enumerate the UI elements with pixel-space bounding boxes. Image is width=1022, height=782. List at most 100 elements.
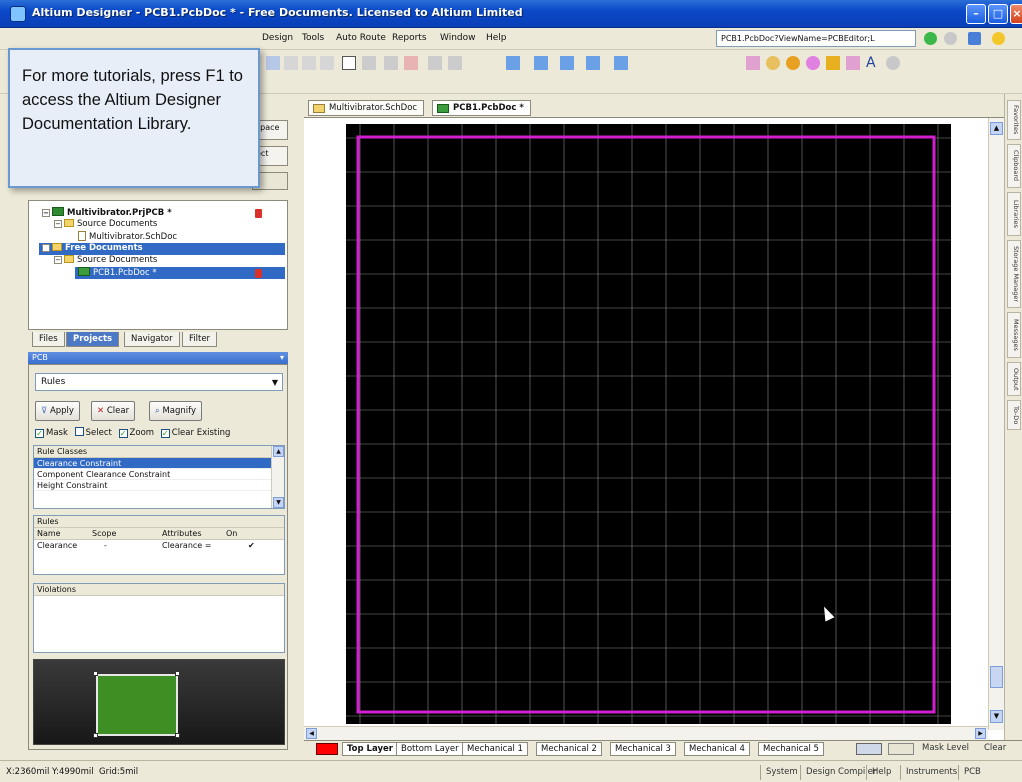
menu-reports[interactable]: Reports: [392, 33, 427, 43]
nav-forward-icon[interactable]: [924, 32, 937, 45]
layer-tab-mech4[interactable]: Mechanical 4: [684, 742, 750, 756]
layer-tab-mech2[interactable]: Mechanical 2: [536, 742, 602, 756]
tree-item-schdoc[interactable]: Multivibrator.SchDoc: [75, 231, 180, 243]
magnify-button[interactable]: ⌕ Magnify: [149, 401, 203, 421]
via-icon[interactable]: [786, 56, 800, 70]
rule-classes-scrollbar[interactable]: ▲ ▼: [271, 446, 284, 508]
move-icon[interactable]: [362, 56, 376, 70]
interactive-route-icon[interactable]: [746, 56, 760, 70]
mode-select[interactable]: Rules ▼: [35, 373, 283, 391]
layer-sets-icon[interactable]: [856, 743, 882, 755]
instruments-button[interactable]: Instruments: [900, 765, 962, 780]
scroll-down-icon[interactable]: ▼: [273, 497, 284, 508]
wiring-tool-icon[interactable]: [506, 56, 520, 70]
deselect-icon[interactable]: [384, 56, 398, 70]
layer-tab-mech1[interactable]: Mechanical 1: [462, 742, 528, 756]
tab-favorites[interactable]: Favorites: [1007, 100, 1021, 140]
chevron-down-icon[interactable]: ▾: [279, 353, 284, 362]
tree-item-source-documents[interactable]: − Source Documents: [54, 219, 158, 229]
favorites-star-icon[interactable]: [992, 32, 1005, 45]
component-icon[interactable]: [886, 56, 900, 70]
clear-existing-checkbox[interactable]: ✓: [160, 429, 170, 438]
tree-item-pcb1-pcbdoc[interactable]: PCB1.PcbDoc *: [75, 267, 285, 279]
mask-level-button[interactable]: Mask Level: [922, 743, 970, 753]
scroll-down-icon[interactable]: ▼: [990, 710, 1003, 723]
column-attributes[interactable]: Attributes: [162, 529, 202, 538]
snap-icon[interactable]: [888, 743, 914, 755]
place-icon[interactable]: [534, 56, 548, 70]
clear-button[interactable]: ✕ Clear: [91, 401, 136, 421]
column-name[interactable]: Name: [37, 529, 61, 538]
tree-item-free-source-documents[interactable]: − Source Documents: [54, 255, 158, 265]
minimap-handle[interactable]: [175, 671, 180, 676]
pcb-button[interactable]: PCB: [958, 765, 986, 780]
tab-projects[interactable]: Projects: [66, 332, 120, 347]
tab-messages[interactable]: Messages: [1007, 312, 1021, 358]
collapse-icon[interactable]: −: [42, 244, 50, 252]
undo-icon[interactable]: [428, 56, 442, 70]
doc-tab-schdoc[interactable]: Multivibrator.SchDoc: [308, 100, 425, 116]
tab-todo[interactable]: To-Do: [1007, 400, 1021, 430]
scroll-right-icon[interactable]: ▶: [975, 728, 986, 739]
tab-clipboard[interactable]: Clipboard: [1007, 144, 1021, 188]
tab-storage-manager[interactable]: Storage Manager: [1007, 240, 1021, 308]
scroll-up-icon[interactable]: ▲: [990, 122, 1003, 135]
tab-filter[interactable]: Filter: [182, 332, 218, 347]
help-button[interactable]: Help: [866, 765, 896, 780]
scroll-left-icon[interactable]: ◀: [306, 728, 317, 739]
layer-tab-bottom[interactable]: Bottom Layer: [396, 742, 464, 756]
pcb-panel-header[interactable]: PCB ▾: [28, 352, 288, 364]
view-name-field[interactable]: PCB1.PcbDoc?ViewName=PCBEditor;L: [716, 30, 916, 47]
menu-auto-route[interactable]: Auto Route: [336, 33, 386, 43]
zoom-checkbox[interactable]: ✓: [118, 429, 128, 438]
maximize-button[interactable]: □: [988, 4, 1008, 24]
room-icon[interactable]: [614, 56, 628, 70]
board-outline[interactable]: [356, 135, 936, 714]
copy-icon[interactable]: [284, 56, 298, 70]
rule-class-item[interactable]: Component Clearance Constraint: [34, 469, 284, 480]
menu-tools[interactable]: Tools: [302, 33, 325, 43]
collapse-icon[interactable]: −: [54, 220, 62, 228]
tab-navigator[interactable]: Navigator: [124, 332, 180, 347]
paste-icon[interactable]: [302, 56, 316, 70]
arc-icon[interactable]: [806, 56, 820, 70]
menu-help[interactable]: Help: [486, 33, 507, 43]
canvas-vertical-scrollbar[interactable]: ▲ ▼: [988, 118, 1004, 730]
layer-tab-mech5[interactable]: Mechanical 5: [758, 742, 824, 756]
cut-icon[interactable]: [266, 56, 280, 70]
column-scope[interactable]: Scope: [92, 529, 117, 538]
rule-class-item[interactable]: Height Constraint: [34, 480, 284, 491]
column-on[interactable]: On: [226, 529, 238, 538]
polygon-icon[interactable]: [846, 56, 860, 70]
system-button[interactable]: System: [760, 765, 803, 780]
tab-output[interactable]: Output: [1007, 362, 1021, 396]
clear-filter-icon[interactable]: [404, 56, 418, 70]
minimap-handle[interactable]: [93, 733, 98, 738]
scroll-up-icon[interactable]: ▲: [273, 446, 284, 457]
scroll-thumb[interactable]: [990, 666, 1003, 688]
fill-icon[interactable]: [826, 56, 840, 70]
tab-files[interactable]: Files: [32, 332, 65, 347]
align-icon[interactable]: [560, 56, 574, 70]
collapse-icon[interactable]: −: [54, 256, 62, 264]
layer-tab-mech3[interactable]: Mechanical 3: [610, 742, 676, 756]
tab-libraries[interactable]: Libraries: [1007, 192, 1021, 236]
clear-mask-button[interactable]: Clear: [984, 743, 1007, 753]
minimap-handle[interactable]: [93, 671, 98, 676]
close-button[interactable]: ×: [1010, 4, 1022, 24]
doc-tab-pcbdoc[interactable]: PCB1.PcbDoc *: [432, 100, 531, 116]
tree-item-multivibrator-project[interactable]: − Multivibrator.PrjPCB *: [42, 207, 172, 218]
pcb-editor-area[interactable]: [304, 118, 1004, 740]
collapse-icon[interactable]: −: [42, 209, 50, 217]
board-minimap[interactable]: [33, 659, 285, 745]
layer-tab-top[interactable]: Top Layer: [342, 742, 398, 756]
table-row[interactable]: Clearance - Clearance = ✔: [37, 541, 255, 550]
grid-icon[interactable]: [586, 56, 600, 70]
mask-checkbox[interactable]: ✓: [35, 429, 44, 438]
home-icon[interactable]: [968, 32, 981, 45]
tree-item-free-documents[interactable]: − Free Documents: [39, 243, 285, 255]
select-area-icon[interactable]: [342, 56, 356, 70]
rubber-stamp-icon[interactable]: [320, 56, 334, 70]
select-checkbox[interactable]: [74, 427, 84, 436]
string-icon[interactable]: A: [866, 55, 876, 71]
